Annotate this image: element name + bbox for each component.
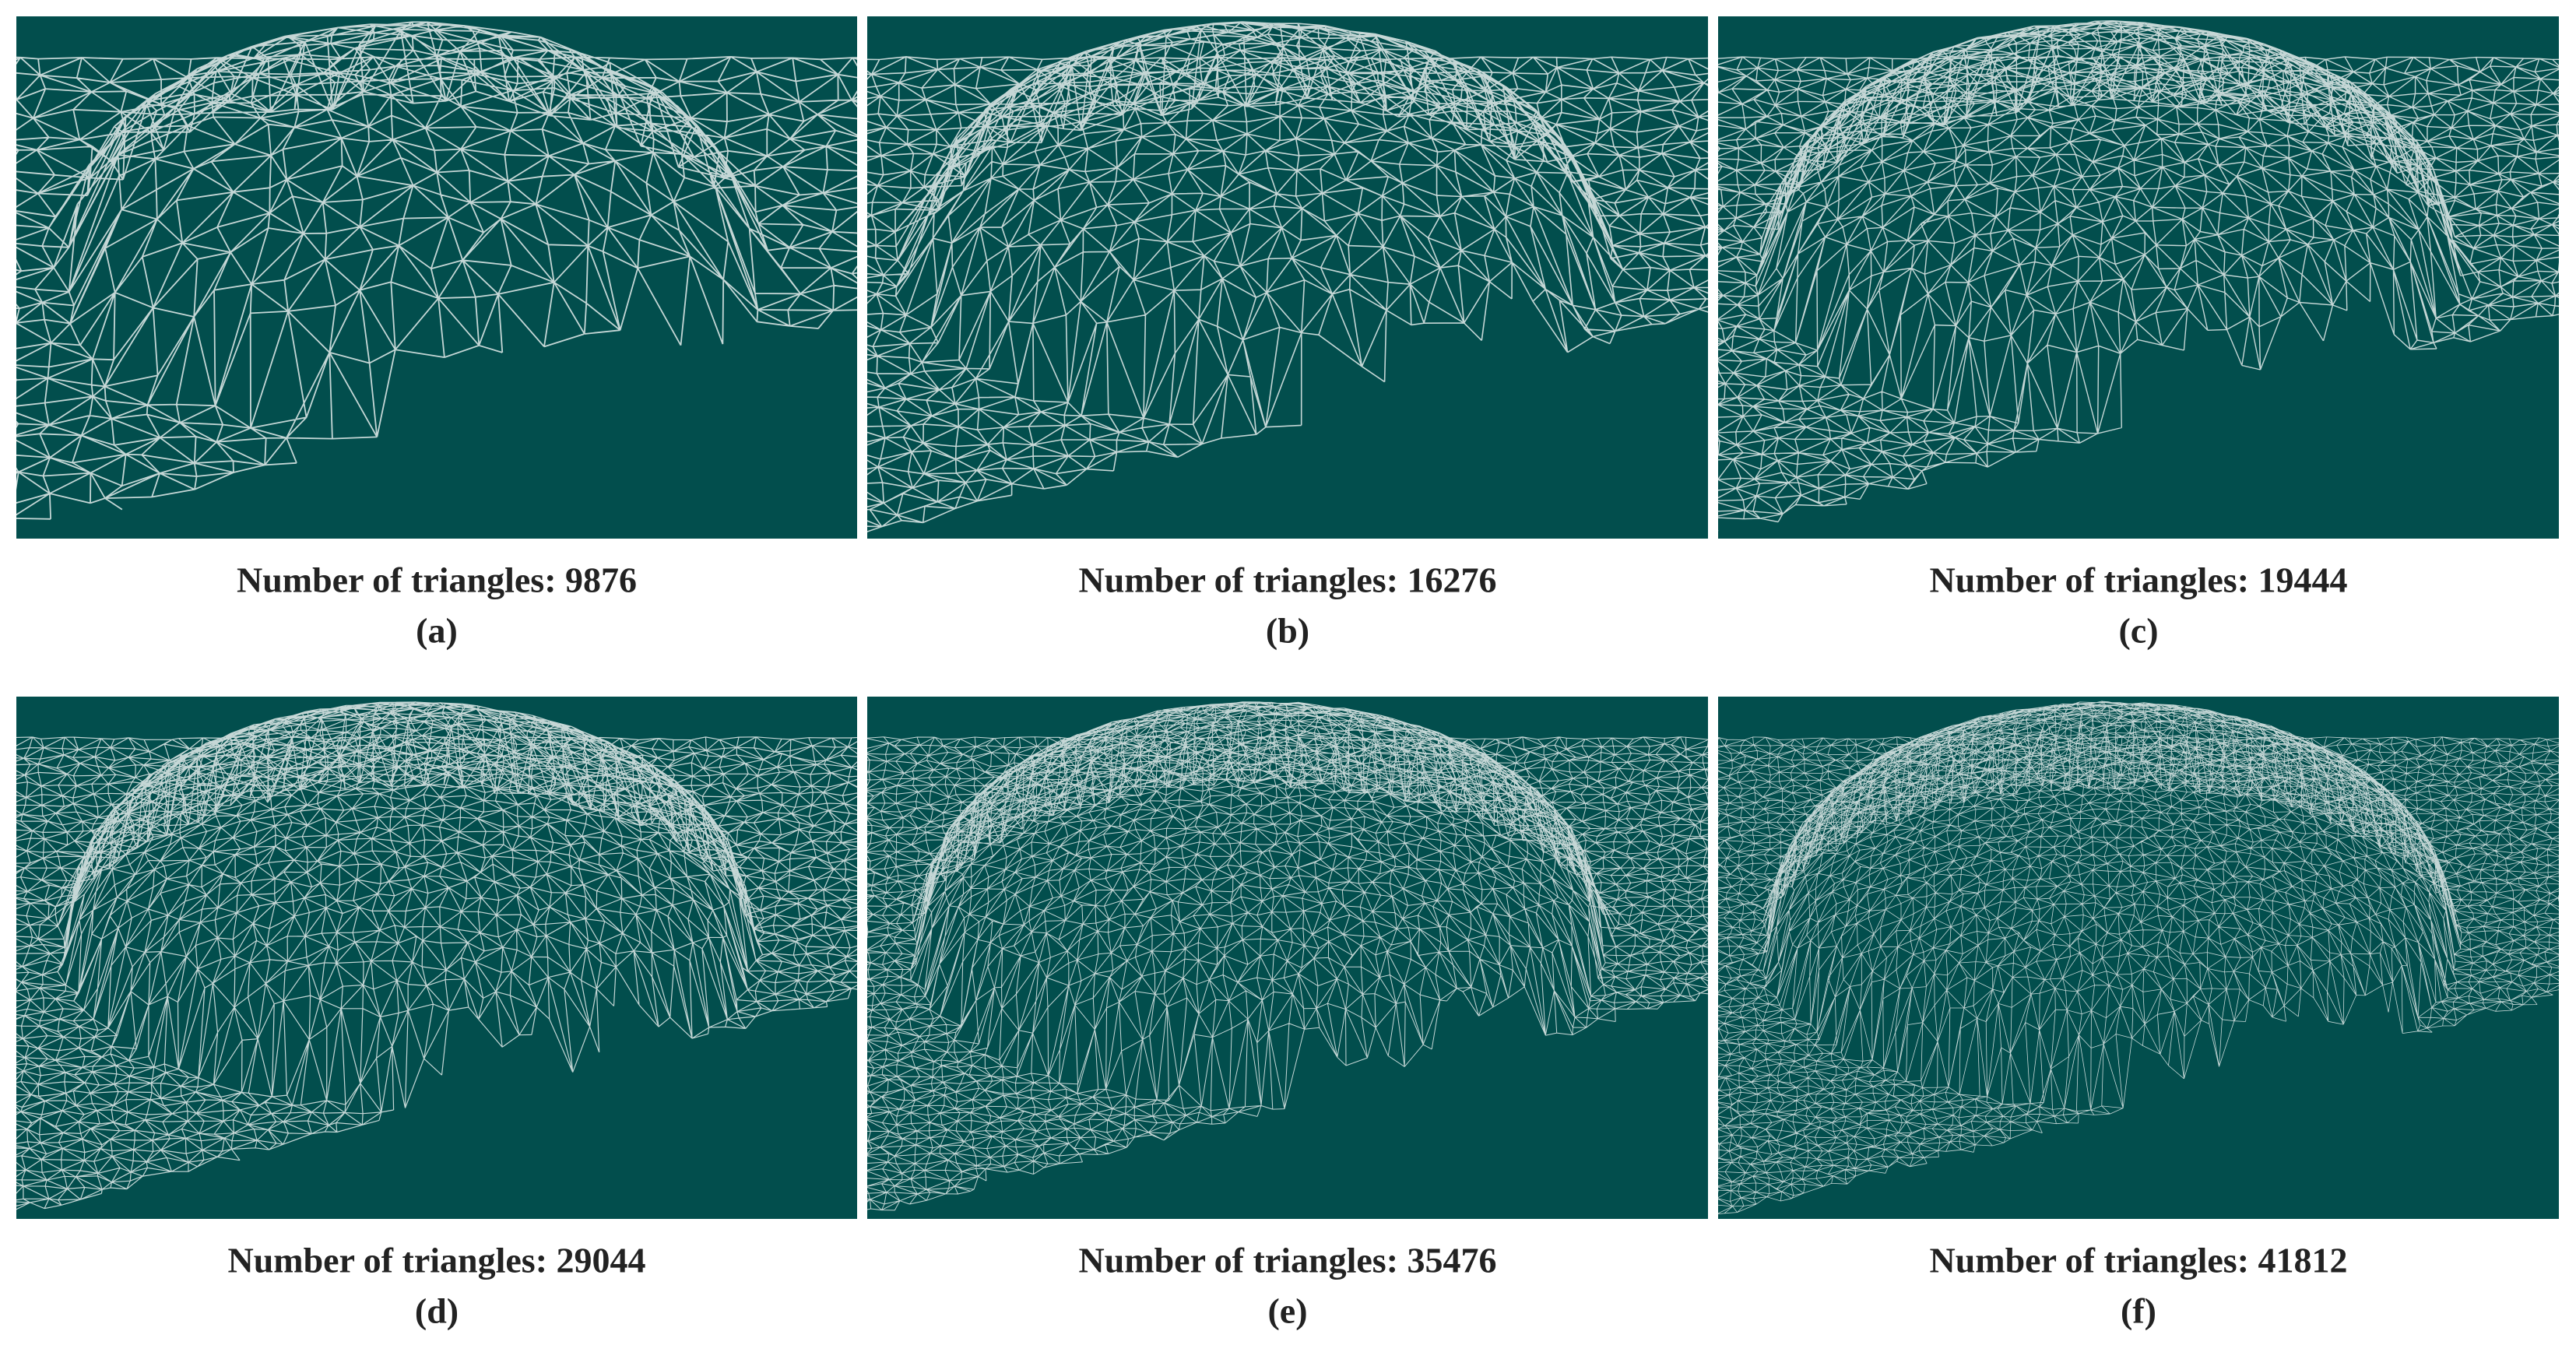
wireframe-mesh xyxy=(16,21,857,520)
mesh-group xyxy=(867,21,1708,532)
wireframe-mesh xyxy=(1718,701,2559,1215)
wireframe-mesh xyxy=(867,21,1708,532)
panel-caption: Number of triangles: 35476 xyxy=(1078,1241,1496,1280)
panel-label: (d) xyxy=(415,1291,459,1331)
mesh-group xyxy=(16,21,857,520)
mesh-group xyxy=(867,701,1708,1211)
wireframe-mesh xyxy=(867,701,1708,1211)
panel-background xyxy=(867,16,1708,539)
panel-label: (b) xyxy=(1266,611,1309,651)
wireframe-mesh xyxy=(1718,20,2559,532)
panel-caption: Number of triangles: 29044 xyxy=(227,1241,645,1280)
panel-label: (f) xyxy=(2121,1291,2156,1331)
panel xyxy=(16,697,857,1219)
panel xyxy=(867,16,1708,539)
panel-label: (e) xyxy=(1267,1291,1307,1331)
panel-caption: Number of triangles: 9876 xyxy=(237,560,637,600)
panel-caption: Number of triangles: 41812 xyxy=(1929,1241,2347,1280)
panel xyxy=(867,697,1708,1219)
wireframe-mesh xyxy=(16,701,857,1210)
panel-caption: Number of triangles: 19444 xyxy=(1929,560,2347,600)
panel-label: (a) xyxy=(416,611,458,651)
panel xyxy=(1718,16,2559,539)
panel xyxy=(16,16,857,539)
mesh-group xyxy=(1718,701,2559,1215)
mesh-group xyxy=(1718,20,2559,532)
panel-label: (c) xyxy=(2118,611,2158,651)
mesh-group xyxy=(16,701,857,1210)
panel-caption: Number of triangles: 16276 xyxy=(1078,560,1496,600)
panel xyxy=(1718,697,2559,1219)
